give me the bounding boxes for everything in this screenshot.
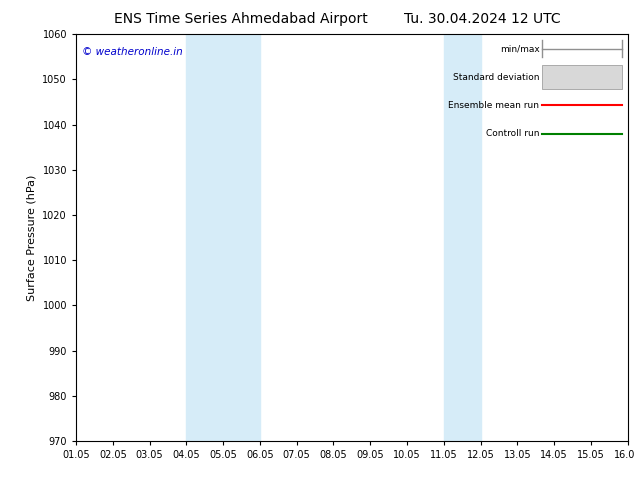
Bar <box>542 65 622 89</box>
Y-axis label: Surface Pressure (hPa): Surface Pressure (hPa) <box>27 174 37 301</box>
Text: Tu. 30.04.2024 12 UTC: Tu. 30.04.2024 12 UTC <box>403 12 560 26</box>
Text: © weatheronline.in: © weatheronline.in <box>82 47 183 56</box>
Bar <box>444 34 481 441</box>
Text: ENS Time Series Ahmedabad Airport: ENS Time Series Ahmedabad Airport <box>114 12 368 26</box>
Text: Controll run: Controll run <box>486 129 540 139</box>
Text: Ensemble mean run: Ensemble mean run <box>448 101 540 110</box>
Text: min/max: min/max <box>500 44 540 53</box>
Bar <box>186 34 260 441</box>
Text: Standard deviation: Standard deviation <box>453 73 540 81</box>
